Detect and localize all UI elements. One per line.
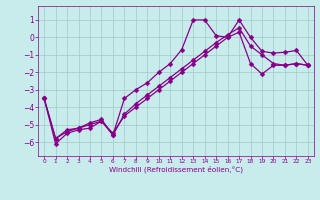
- X-axis label: Windchill (Refroidissement éolien,°C): Windchill (Refroidissement éolien,°C): [109, 166, 243, 173]
